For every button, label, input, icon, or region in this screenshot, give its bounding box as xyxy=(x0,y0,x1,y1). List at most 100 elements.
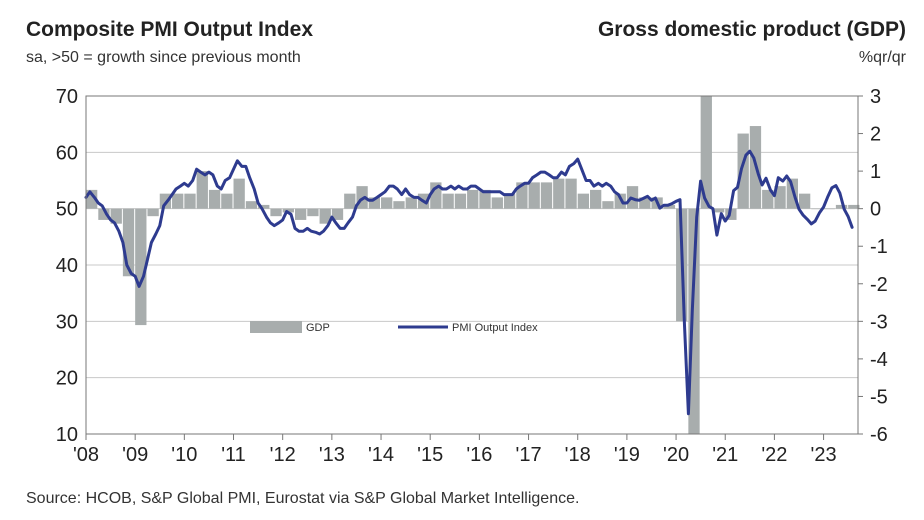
gdp-bar xyxy=(98,208,110,220)
x-axis: '08 '09 '10 '11 '12 '13 '14 '15 '16 '17 '18 '19 '20 '… xyxy=(73,434,837,466)
gdp-bar xyxy=(319,208,331,224)
gdp-bar xyxy=(835,204,848,209)
gdp-bar xyxy=(848,204,860,209)
gdp-bar xyxy=(577,193,590,209)
gdp-bar xyxy=(86,189,98,209)
right-tick-label: -3 xyxy=(870,311,888,333)
legend: GDP PMI Output Index xyxy=(250,321,538,334)
gdp-bar xyxy=(172,193,184,209)
x-tick-label: '16 xyxy=(466,444,492,466)
x-tick-label: '18 xyxy=(565,444,591,466)
gdp-bar xyxy=(159,193,172,209)
x-tick-label: '10 xyxy=(171,444,197,466)
gdp-bar xyxy=(344,193,356,209)
right-axis: 3 2 1 0 -1 -2 -3 -4 -5 -6 xyxy=(858,86,888,446)
right-tick-label: 3 xyxy=(870,86,881,108)
x-tick-label: '08 xyxy=(73,444,99,466)
gdp-bar xyxy=(442,193,454,209)
gdp-bar xyxy=(503,193,516,209)
gdp-bar xyxy=(307,208,319,217)
right-tick-label: 2 xyxy=(870,124,881,146)
gdp-bar xyxy=(270,208,282,217)
left-tick-label: 10 xyxy=(56,424,78,446)
gdp-bar xyxy=(688,208,700,434)
source-note: Source: HCOB, S&P Global PMI, Eurostat v… xyxy=(26,490,579,507)
gdp-bar xyxy=(700,96,712,209)
left-tick-label: 40 xyxy=(56,255,78,277)
gdp-bar xyxy=(762,189,774,209)
gdp-bar xyxy=(602,201,614,209)
gdp-bar xyxy=(479,189,491,209)
plot-frame xyxy=(85,95,859,435)
gdp-bar xyxy=(516,182,528,209)
x-tick-label: '14 xyxy=(368,444,394,466)
gdp-bar xyxy=(798,193,811,209)
left-tick-label: 20 xyxy=(56,368,78,390)
legend-pmi-label: PMI Output Index xyxy=(452,322,538,334)
gdp-bar xyxy=(565,178,577,209)
gdp-bar xyxy=(737,133,749,209)
x-tick-label: '09 xyxy=(122,444,148,466)
gdp-bar xyxy=(491,197,503,209)
gdp-bar xyxy=(467,189,479,209)
chart-subtitle: sa, >50 = growth since previous month xyxy=(26,49,301,66)
right-tick-label: -4 xyxy=(870,349,888,371)
right-tick-label: -2 xyxy=(870,274,888,296)
left-tick-label: 70 xyxy=(56,86,78,108)
gdp-bar xyxy=(663,204,676,209)
gdp-bar xyxy=(639,197,651,209)
x-tick-label: '20 xyxy=(663,444,689,466)
gdp-bar xyxy=(282,208,294,213)
x-tick-label: '22 xyxy=(761,444,787,466)
left-tick-label: 30 xyxy=(56,311,78,333)
right-tick-label: -5 xyxy=(870,386,888,408)
gdp-bar xyxy=(712,208,725,213)
gdp-bar xyxy=(221,193,233,209)
gdp-bar xyxy=(381,197,393,209)
gdp-bar xyxy=(614,193,626,209)
right-tick-label: -6 xyxy=(870,424,888,446)
pmi-series-line xyxy=(84,149,854,416)
x-tick-label: '21 xyxy=(712,444,738,466)
gdp-bar xyxy=(208,189,221,209)
gdp-bar xyxy=(786,178,798,209)
gdp-bar xyxy=(430,182,442,209)
x-tick-label: '13 xyxy=(319,444,345,466)
gdp-bar xyxy=(147,208,159,217)
legend-gdp-swatch xyxy=(250,321,302,333)
right-tick-label: 0 xyxy=(870,199,881,221)
x-tick-label: '15 xyxy=(417,444,443,466)
gdp-bar xyxy=(540,182,553,209)
right-tick-label: -1 xyxy=(870,236,888,258)
x-tick-label: '19 xyxy=(614,444,640,466)
gdp-bar xyxy=(553,178,565,209)
gdp-bar xyxy=(811,208,823,210)
gdp-bar xyxy=(528,182,540,209)
gdp-bar xyxy=(258,204,270,209)
right-axis-unit: %qr/qr xyxy=(859,49,907,66)
x-tick-label: '11 xyxy=(221,444,246,466)
left-tick-label: 60 xyxy=(56,142,78,164)
gdp-bar xyxy=(184,193,196,209)
gdp-bar xyxy=(122,208,135,277)
gdp-bar xyxy=(110,208,122,224)
chart-title: Composite PMI Output Index xyxy=(26,18,313,41)
gdp-bar xyxy=(393,201,405,209)
gdp-bar xyxy=(196,171,208,209)
gdp-bar xyxy=(331,208,344,220)
gdp-bar xyxy=(294,208,307,220)
gdp-bar xyxy=(454,193,467,209)
legend-gdp-label: GDP xyxy=(306,322,330,334)
gdp-bar xyxy=(823,208,835,210)
gdp-bar xyxy=(405,197,417,209)
gdp-bar xyxy=(233,178,245,209)
left-axis: 70 60 50 40 30 20 10 xyxy=(56,86,78,446)
gdp-bar xyxy=(245,201,258,209)
x-tick-label: '17 xyxy=(516,444,542,466)
left-tick-label: 50 xyxy=(56,199,78,221)
gdp-bar xyxy=(774,186,786,209)
pmi-line xyxy=(84,149,854,416)
gdp-bar xyxy=(368,197,381,209)
